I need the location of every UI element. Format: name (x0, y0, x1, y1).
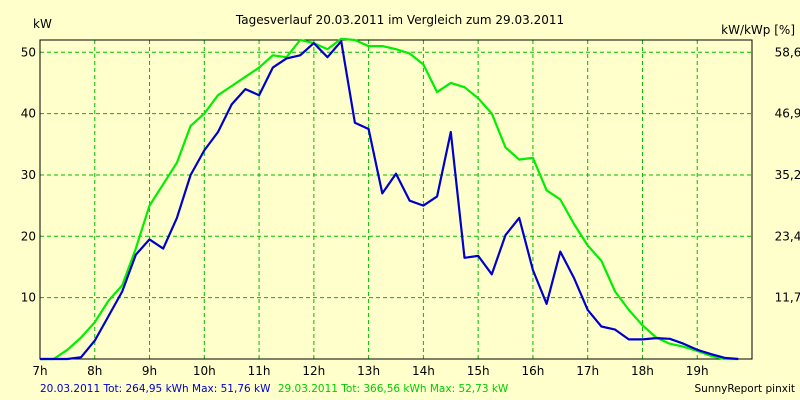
legend: 20.03.2011 Tot: 264,95 kWh Max: 51,76 kW… (40, 383, 509, 395)
grid (40, 40, 752, 359)
y-tick-label-right: 23,4 (775, 229, 800, 243)
y-tick-label-right: 58,6 (775, 45, 800, 59)
legend-series-2: 29.03.2011 Tot: 366,56 kWh Max: 52,73 kW (278, 383, 509, 395)
x-tick-label: 15h (467, 364, 490, 378)
footer-credit: SunnyReport pinxit (695, 383, 795, 395)
x-tick-label: 16h (521, 364, 544, 378)
x-tick-label: 14h (412, 364, 435, 378)
y-tick-label-right: 11,7 (775, 291, 800, 305)
y-tick-label-left: 10 (21, 291, 36, 305)
y-tick-label-left: 50 (21, 45, 36, 59)
axis-ticks: 7h 8h 9h 10h 11h 12h 13h 14h 15h 16h 17h 18h 19h 10 20… (21, 45, 800, 378)
x-tick-label: 12h (302, 364, 325, 378)
x-tick-label: 10h (193, 364, 216, 378)
x-tick-label: 18h (631, 364, 654, 378)
x-tick-label: 13h (357, 364, 380, 378)
y-tick-label-left: 30 (21, 168, 36, 182)
series-line-2 (40, 37, 739, 361)
legend-series-1: 20.03.2011 Tot: 264,95 kWh Max: 51,76 kW (40, 383, 271, 395)
x-tick-label: 17h (576, 364, 599, 378)
series-line-1 (40, 40, 739, 361)
y-tick-label-left: 40 (21, 107, 36, 121)
y-axis-left-label: kW (33, 17, 52, 31)
series-lines (40, 37, 739, 361)
y-axis-right-label: kW/kWp [%] (721, 23, 795, 37)
x-tick-label: 8h (87, 364, 102, 378)
y-tick-label-right: 46,9 (775, 107, 800, 121)
x-tick-label: 7h (32, 364, 47, 378)
plot-area-frame (39, 39, 753, 360)
x-tick-label: 9h (142, 364, 157, 378)
chart-title: Tagesverlauf 20.03.2011 im Vergleich zum… (235, 13, 564, 27)
x-tick-label: 11h (248, 364, 271, 378)
y-tick-label-right: 35,2 (775, 168, 800, 182)
y-tick-label-left: 20 (21, 229, 36, 243)
x-tick-label: 19h (686, 364, 709, 378)
